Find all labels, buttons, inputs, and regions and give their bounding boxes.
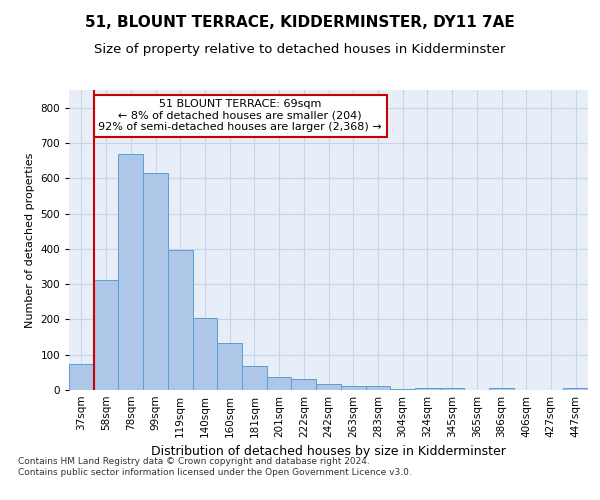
Bar [69, 364, 94, 390]
X-axis label: Distribution of detached houses by size in Kidderminster: Distribution of detached houses by size … [151, 446, 506, 458]
Bar [341, 386, 365, 390]
Bar [267, 376, 292, 390]
Bar [415, 388, 440, 390]
Bar [365, 386, 390, 390]
Bar [143, 173, 168, 390]
Text: Contains HM Land Registry data © Crown copyright and database right 2024.
Contai: Contains HM Land Registry data © Crown c… [18, 458, 412, 477]
Bar [390, 389, 415, 390]
Bar [168, 250, 193, 390]
Bar [489, 388, 514, 390]
Bar [440, 388, 464, 390]
Bar [316, 384, 341, 390]
Text: 51, BLOUNT TERRACE, KIDDERMINSTER, DY11 7AE: 51, BLOUNT TERRACE, KIDDERMINSTER, DY11 … [85, 15, 515, 30]
Bar [193, 318, 217, 390]
Bar [563, 388, 588, 390]
Bar [292, 378, 316, 390]
Bar [94, 280, 118, 390]
Y-axis label: Number of detached properties: Number of detached properties [25, 152, 35, 328]
Text: Size of property relative to detached houses in Kidderminster: Size of property relative to detached ho… [94, 42, 506, 56]
Text: 51 BLOUNT TERRACE: 69sqm
← 8% of detached houses are smaller (204)
92% of semi-d: 51 BLOUNT TERRACE: 69sqm ← 8% of detache… [98, 99, 382, 132]
Bar [118, 154, 143, 390]
Bar [242, 366, 267, 390]
Bar [217, 343, 242, 390]
